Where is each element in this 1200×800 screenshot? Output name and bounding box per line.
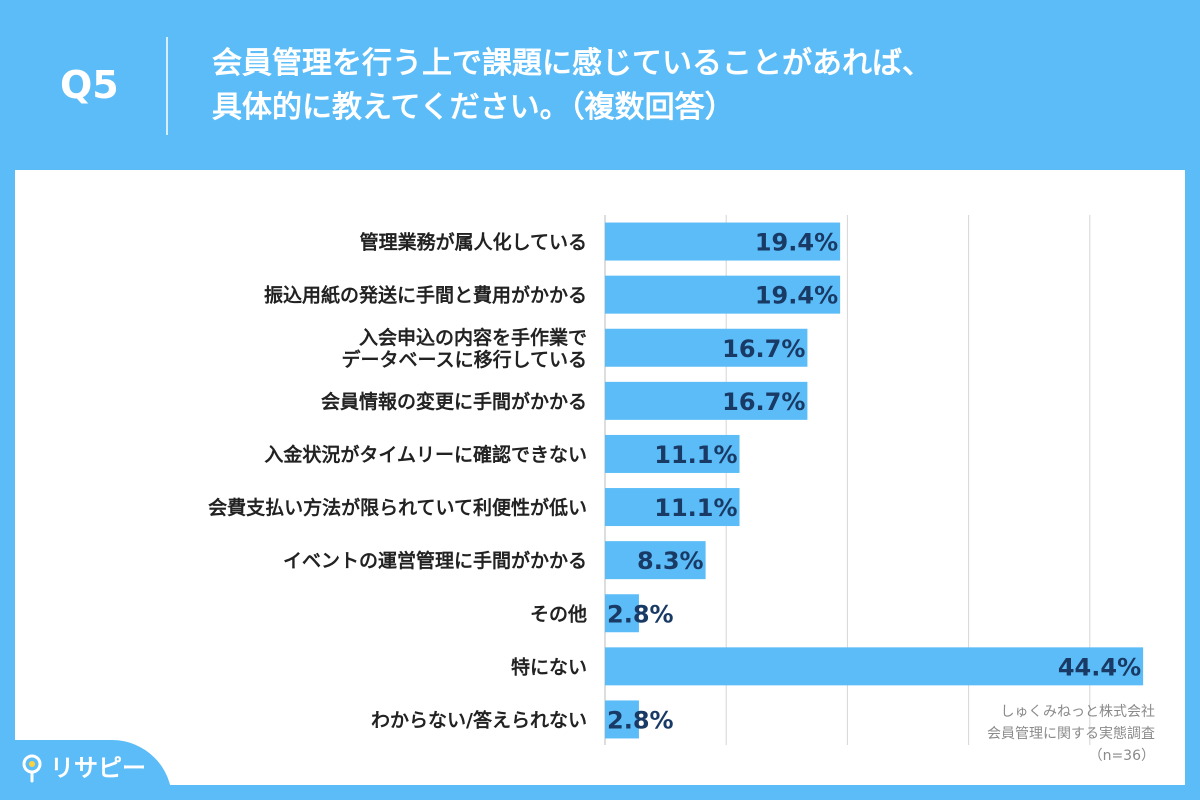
- bar: [605, 434, 740, 473]
- category-label: その他: [530, 602, 587, 625]
- category-label-line: わからない/答えられない: [371, 708, 587, 731]
- category-label-line: イベントの運営管理に手間がかかる: [283, 549, 587, 572]
- category-label-line: 振込用紙の発送に手間と費用がかかる: [264, 284, 587, 307]
- bar: [605, 647, 1144, 686]
- category-label-line: 入会申込の内容を手作業で: [359, 326, 587, 349]
- category-label: 入会申込の内容を手作業でデータベースに移行している: [342, 326, 587, 371]
- data-label: 16.7%: [722, 388, 805, 416]
- question-title: 会員管理を行う上で課題に感じていることがあれば、 具体的に教えてください。（複数…: [212, 42, 1172, 130]
- bar: [605, 541, 706, 580]
- bar: [605, 222, 841, 261]
- category-label-line: 管理業務が属人化している: [360, 231, 587, 254]
- category-label-line: 会費支払い方法が限られていて利便性が低い: [208, 496, 587, 519]
- brand-logo: リサピー: [0, 740, 172, 800]
- category-label-line: 入金状況がタイムリーに確認できない: [264, 443, 587, 466]
- survey-footnote: しゅくみねっと株式会社 会員管理に関する実態調査 （n=36）: [987, 701, 1155, 767]
- category-label: 管理業務が属人化している: [360, 231, 587, 254]
- data-label: 2.8%: [607, 706, 674, 734]
- category-label-line: その他: [530, 602, 587, 625]
- footnote-sample-size: （n=36）: [1088, 748, 1155, 764]
- bar: [605, 381, 808, 420]
- category-label-line: 特にない: [511, 656, 587, 678]
- category-label: 会員情報の変更に手間がかかる: [321, 390, 587, 413]
- data-label: 2.8%: [607, 600, 674, 628]
- bar: [605, 594, 639, 633]
- category-label-line: データベースに移行している: [342, 348, 587, 371]
- category-label: わからない/答えられない: [371, 708, 587, 731]
- data-label: 16.7%: [722, 335, 805, 363]
- chart-panel: 19.4% 管理業務が属人化している 19.4% 振込用紙の発送に手間と費用がかかる 1…: [15, 170, 1185, 785]
- data-label: 11.1%: [654, 494, 737, 522]
- footnote-survey: 会員管理に関する実態調査: [987, 726, 1155, 742]
- data-label: 8.3%: [637, 547, 704, 575]
- category-label: 特にない: [511, 656, 587, 678]
- footnote-company: しゅくみねっと株式会社: [1000, 704, 1155, 720]
- bar: [605, 328, 808, 367]
- header-divider: [166, 37, 168, 135]
- category-label-line: 会員情報の変更に手間がかかる: [321, 390, 587, 413]
- question-title-line2: 具体的に教えてください。（複数回答）: [212, 90, 735, 125]
- question-title-line1: 会員管理を行う上で課題に感じていることがあれば、: [212, 46, 932, 81]
- data-label: 11.1%: [654, 441, 737, 469]
- data-label: 44.4%: [1058, 653, 1141, 681]
- data-label: 19.4%: [755, 282, 838, 310]
- question-number: Q5: [60, 63, 119, 107]
- data-label: 19.4%: [755, 229, 838, 257]
- brand-name: リサピー: [50, 754, 146, 782]
- bar: [605, 275, 841, 314]
- category-label: 振込用紙の発送に手間と費用がかかる: [264, 284, 587, 307]
- category-label: イベントの運営管理に手間がかかる: [283, 549, 587, 572]
- bar-chart: 19.4% 管理業務が属人化している 19.4% 振込用紙の発送に手間と費用がかかる 1…: [208, 215, 1144, 745]
- bar: [605, 488, 740, 527]
- pin-icon: [22, 754, 42, 783]
- bar: [605, 700, 639, 739]
- category-label: 会費支払い方法が限られていて利便性が低い: [208, 496, 587, 519]
- category-label: 入金状況がタイムリーに確認できない: [264, 443, 587, 466]
- question-header: Q5 会員管理を行う上で課題に感じていることがあれば、 具体的に教えてください。…: [0, 0, 1200, 170]
